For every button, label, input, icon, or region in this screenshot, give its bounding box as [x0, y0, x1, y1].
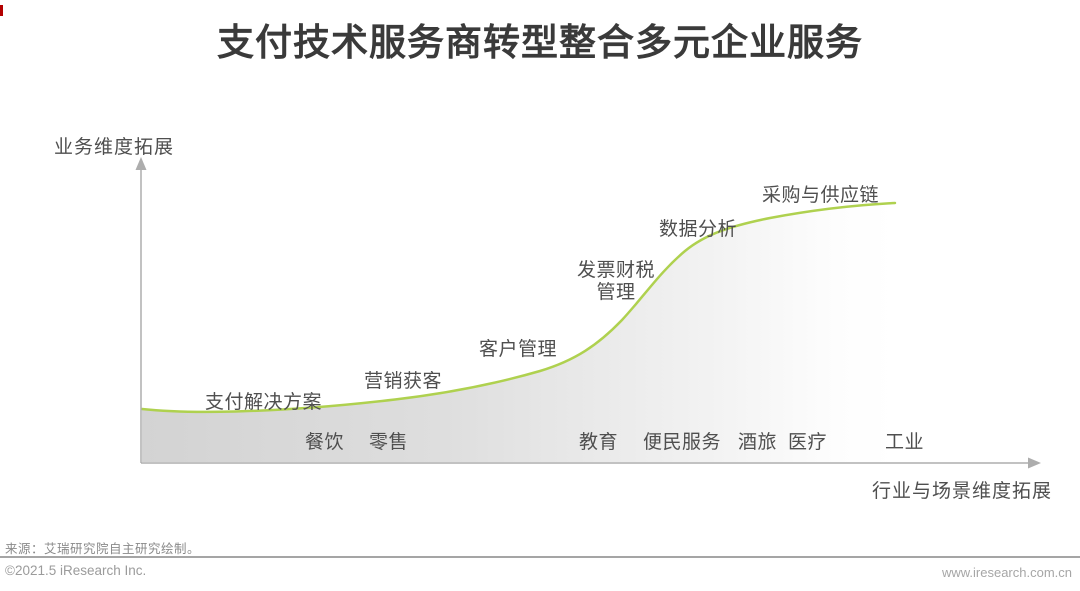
footer-divider — [0, 556, 1080, 558]
stage-label-marketing-acquisition: 营销获客 — [364, 371, 443, 392]
red-accent-mark — [0, 5, 3, 16]
curve-area-fill — [142, 203, 895, 462]
page-title: 支付技术服务商转型整合多元企业服务 — [217, 22, 863, 63]
website-url: www.iresearch.com.cn — [941, 565, 1072, 580]
y-axis-label: 业务维度拓展 — [54, 137, 175, 158]
stage-label-invoice-tax-management: 发票财税 管理 — [566, 260, 666, 304]
industry-label-hotel-travel: 酒旅 — [738, 432, 778, 453]
stage-label-line1: 发票财税 — [576, 260, 655, 281]
x-axis-arrow-icon — [1028, 457, 1041, 469]
industry-label-education: 教育 — [579, 432, 619, 453]
industry-label-retail: 零售 — [369, 432, 409, 453]
y-axis-arrow-icon — [135, 157, 147, 170]
stage-label-customer-management: 客户管理 — [479, 339, 558, 360]
source-note: 来源：艾瑞研究院自主研究绘制。 — [5, 542, 201, 556]
x-axis-label: 行业与场景维度拓展 — [871, 481, 1052, 502]
industry-label-catering: 餐饮 — [305, 432, 345, 453]
copyright-text: ©2021.5 iResearch Inc. — [5, 563, 147, 578]
stage-label-line2: 管理 — [596, 282, 636, 303]
industry-label-medical: 医疗 — [788, 432, 828, 453]
stage-label-data-analysis: 数据分析 — [659, 219, 738, 240]
growth-curve — [140, 201, 897, 414]
stage-label-procurement-supply-chain: 采购与供应链 — [762, 185, 880, 206]
stage-label-payment-solutions: 支付解决方案 — [205, 392, 323, 413]
industry-label-convenience-services: 便民服务 — [643, 432, 722, 453]
industry-label-industrial: 工业 — [885, 432, 925, 453]
